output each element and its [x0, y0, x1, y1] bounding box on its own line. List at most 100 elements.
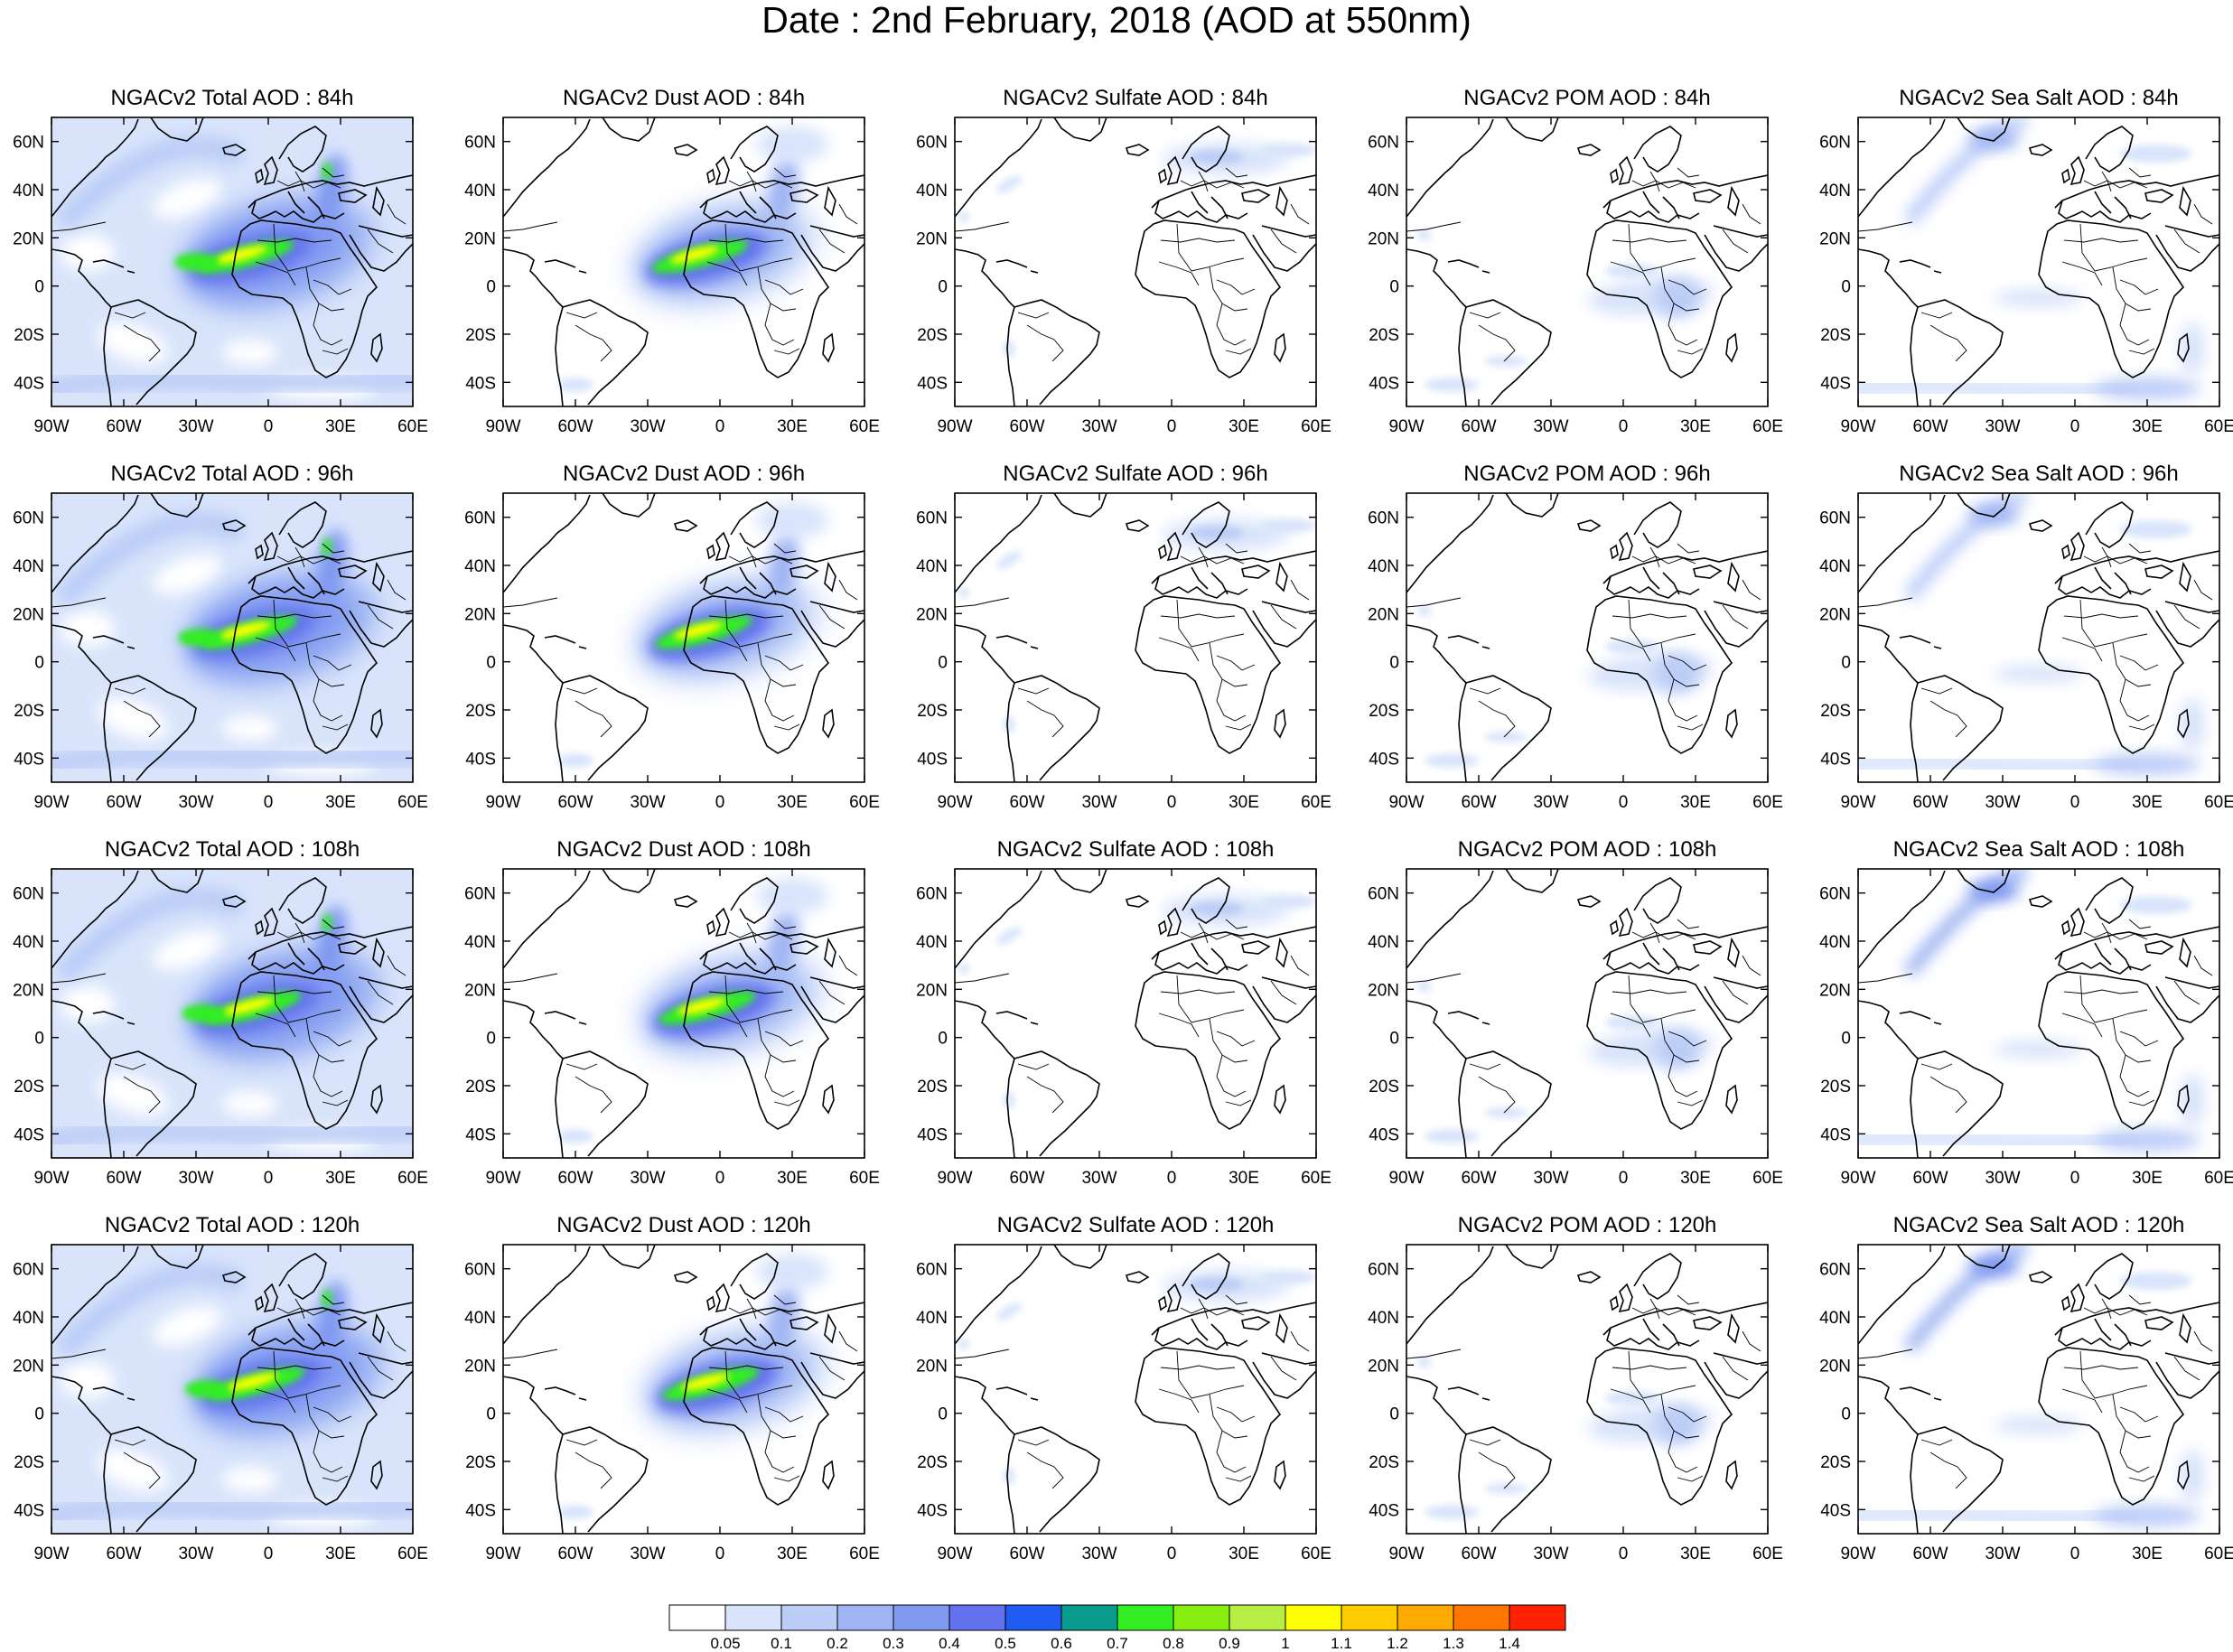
lat-tick-label: 20N: [916, 981, 948, 1000]
aod-field: [955, 493, 1316, 782]
lat-tick-label: 60N: [13, 509, 44, 528]
lon-tick-label: 90W: [485, 1169, 520, 1188]
lon-tick-label: 30E: [325, 1545, 356, 1563]
lon-tick-label: 60E: [2204, 1545, 2233, 1563]
lon-tick-label: 90W: [33, 1545, 69, 1563]
colorbar-label: 0.05: [710, 1635, 740, 1650]
lon-tick-label: 60W: [1009, 793, 1044, 812]
map-panel-sulfate-3: NGACv2 Sulfate AOD : 120h 90W 60W 30W 0 30E 60…: [916, 1213, 1331, 1563]
colorbar-swatch: [1229, 1604, 1286, 1631]
lon-tick-label: 0: [715, 417, 725, 436]
lat-tick-label: 40S: [917, 750, 948, 769]
lon-tick-label: 30E: [2132, 1545, 2163, 1563]
colorbar-swatch: [1285, 1604, 1342, 1631]
lat-tick-label: 20S: [465, 1078, 496, 1097]
lon-tick-label: 30W: [1533, 1545, 1568, 1563]
map-frame: [1857, 1244, 2220, 1535]
lon-tick-label: 60E: [397, 1545, 428, 1563]
map-panel-total-3: NGACv2 Total AOD : 120h 90W 60W 30W 0 30E 60E 6…: [13, 1213, 428, 1563]
map-frame: [1406, 117, 1769, 407]
map-panel-total-1: NGACv2 Total AOD : 96h 90W 60W 30W 0 30E 60E 60…: [13, 462, 428, 812]
lon-tick-label: 0: [2070, 1545, 2080, 1563]
lon-tick-label: 30W: [178, 793, 213, 812]
colorbar-swatch: [948, 1604, 1006, 1631]
lon-tick-label: 60E: [1752, 417, 1783, 436]
lon-tick-label: 60W: [1461, 793, 1496, 812]
aod-field: [1406, 493, 1768, 782]
colorbar-label: 0.2: [827, 1635, 848, 1650]
lat-tick-label: 20S: [1369, 326, 1399, 345]
lat-tick-label: 20N: [1368, 605, 1399, 624]
lat-tick-label: 40N: [916, 1309, 948, 1328]
lat-tick-label: 60N: [1368, 885, 1399, 904]
lat-tick-label: 0: [486, 654, 496, 673]
lat-tick-label: 20N: [464, 1357, 496, 1376]
lat-tick-label: 0: [1841, 654, 1851, 673]
map-panel-dust-3: NGACv2 Dust AOD : 120h 90W 60W 30W 0 30E 60E 60…: [464, 1213, 880, 1563]
lon-tick-label: 60E: [849, 417, 880, 436]
lat-tick-label: 20S: [1820, 326, 1851, 345]
lat-tick-label: 0: [1389, 1030, 1399, 1049]
lat-tick-label: 40S: [1820, 374, 1851, 393]
lat-tick-label: 0: [34, 1030, 44, 1049]
lat-tick-label: 60N: [1368, 134, 1399, 153]
map-frame: [1857, 868, 2220, 1159]
lat-tick-label: 20N: [13, 981, 44, 1000]
lat-tick-label: 40N: [1368, 557, 1399, 576]
lat-tick-label: 40N: [1819, 1309, 1851, 1328]
lon-tick-label: 60W: [557, 1169, 593, 1188]
lon-tick-label: 30E: [1680, 417, 1711, 436]
lat-tick-label: 40S: [1820, 1125, 1851, 1144]
lon-tick-label: 90W: [485, 417, 520, 436]
lon-tick-label: 30W: [178, 1169, 213, 1188]
lon-tick-label: 60E: [1301, 417, 1331, 436]
lat-tick-label: 40S: [14, 1125, 44, 1144]
lon-tick-label: 0: [264, 793, 274, 812]
map-frame: [51, 868, 414, 1159]
lon-tick-label: 30W: [1985, 1169, 2020, 1188]
aod-field: [955, 869, 1316, 1158]
lon-tick-label: 0: [715, 1545, 725, 1563]
lat-tick-label: 40S: [465, 1501, 496, 1520]
lat-tick-label: 60N: [13, 1261, 44, 1280]
lon-tick-label: 30E: [1229, 793, 1259, 812]
lat-tick-label: 20N: [1368, 1357, 1399, 1376]
lat-tick-label: 40S: [917, 1125, 948, 1144]
map-panel-seasalt-2: NGACv2 Sea Salt AOD : 108h 90W 60W 30W 0 30E 6…: [1819, 837, 2233, 1188]
lon-tick-label: 30E: [1229, 1545, 1259, 1563]
map-panel-total-0: NGACv2 Total AOD : 84h 90W 60W 30W 0 30E 60E 60…: [13, 86, 428, 436]
lon-tick-label: 60W: [1009, 1545, 1044, 1563]
lon-tick-label: 60E: [2204, 417, 2233, 436]
panel-title: NGACv2 Dust AOD : 108h: [556, 837, 810, 862]
colorbar-label: 0.9: [1219, 1635, 1240, 1650]
lat-tick-label: 20N: [464, 605, 496, 624]
lat-tick-label: 40N: [1819, 182, 1851, 201]
lon-tick-label: 60E: [1301, 793, 1331, 812]
aod-field: [503, 1245, 864, 1534]
lon-tick-label: 60E: [1301, 1169, 1331, 1188]
lat-tick-label: 20S: [14, 1078, 44, 1097]
lon-tick-label: 30W: [1081, 1545, 1116, 1563]
lat-tick-label: 20S: [917, 326, 948, 345]
lat-tick-label: 40N: [464, 182, 496, 201]
lon-tick-label: 60E: [397, 1169, 428, 1188]
lat-tick-label: 60N: [916, 885, 948, 904]
map-frame: [502, 492, 865, 783]
lat-tick-label: 40N: [13, 557, 44, 576]
panel-title: NGACv2 Sulfate AOD : 108h: [997, 837, 1275, 862]
lat-tick-label: 40S: [1369, 750, 1399, 769]
panel-title: NGACv2 POM AOD : 84h: [1463, 86, 1710, 110]
lat-tick-label: 40S: [917, 374, 948, 393]
colorbar-swatch: [836, 1604, 894, 1631]
lat-tick-label: 60N: [464, 1261, 496, 1280]
lon-tick-label: 0: [1619, 793, 1629, 812]
map-panel-dust-2: NGACv2 Dust AOD : 108h 90W 60W 30W 0 30E 60E 60…: [464, 837, 880, 1188]
lat-tick-label: 20N: [916, 1357, 948, 1376]
aod-field: [1858, 869, 2219, 1158]
lat-tick-label: 20N: [916, 605, 948, 624]
lat-tick-label: 20N: [13, 1357, 44, 1376]
lon-tick-label: 60W: [557, 1545, 593, 1563]
lon-tick-label: 60W: [106, 793, 141, 812]
lon-tick-label: 90W: [1388, 1169, 1424, 1188]
lon-tick-label: 0: [1167, 1169, 1177, 1188]
